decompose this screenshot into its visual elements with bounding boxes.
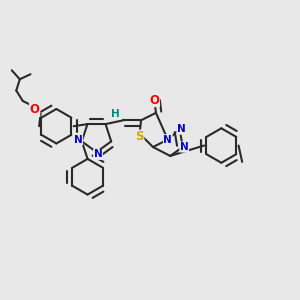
Text: N: N xyxy=(177,124,186,134)
Text: N: N xyxy=(74,135,82,145)
Text: O: O xyxy=(30,103,40,116)
Text: N: N xyxy=(180,142,189,152)
Text: H: H xyxy=(111,109,120,119)
Text: N: N xyxy=(94,149,102,160)
Text: N: N xyxy=(164,135,172,145)
Text: O: O xyxy=(149,94,160,106)
Text: S: S xyxy=(135,130,144,143)
